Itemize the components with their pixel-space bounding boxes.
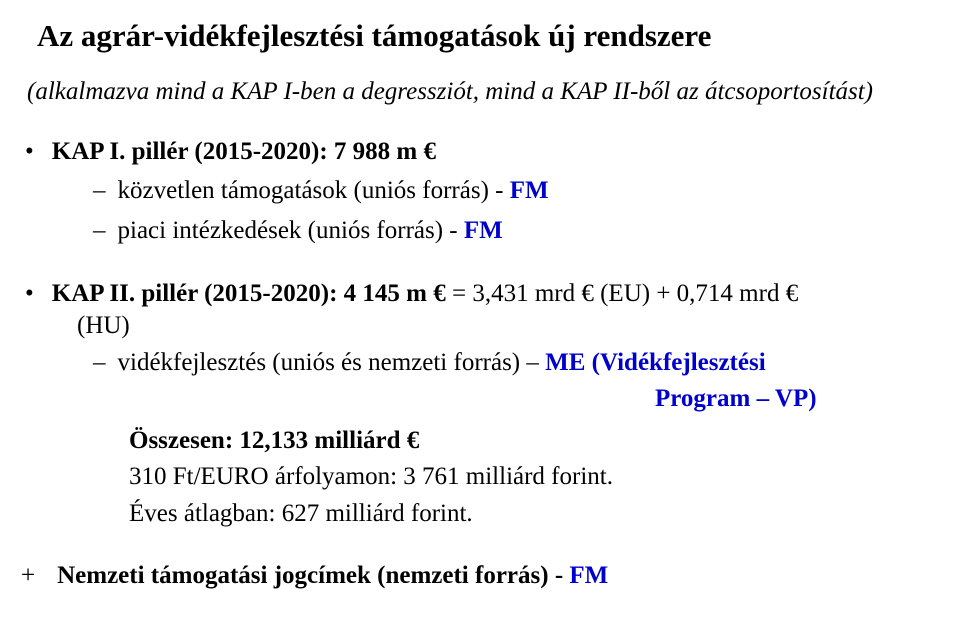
bullet-marker: • [25, 276, 34, 311]
bullet-row: • KAP II. pillér (2015-2020): 4 145 m € … [25, 276, 930, 311]
summary-line2: 310 Ft/EURO árfolyamon: 3 761 milliárd f… [129, 459, 930, 495]
sub-bullet-row: – piaci intézkedések (uniós forrás) - FM [93, 213, 930, 249]
sub-me-text: vidékfejlesztés (uniós és nemzeti forrás… [118, 349, 546, 376]
summary-line3: Éves átlagban: 627 milliárd forint. [129, 496, 930, 532]
program-vp: Program – VP) [655, 381, 930, 417]
sub2-text: piaci intézkedések (uniós forrás) - [118, 217, 464, 244]
sub1-fm: FM [510, 177, 549, 204]
kap-ii-label: KAP II. pillér (2015-2020): [52, 280, 338, 307]
sub-bullet-text: piaci intézkedések (uniós forrás) - FM [118, 213, 503, 249]
kap-ii-amount: 4 145 m € [337, 280, 452, 307]
bullet-marker: • [25, 134, 34, 169]
bullet-row: • KAP I. pillér (2015-2020): 7 988 m € [25, 134, 930, 169]
sub-bullet-row: – vidékfejlesztés (uniós és nemzeti forr… [93, 345, 930, 381]
sub1-text: közvetlen támogatások (uniós forrás) - [118, 177, 510, 204]
dash-marker: – [93, 173, 106, 209]
bullet-text: KAP I. pillér (2015-2020): 7 988 m € [52, 134, 436, 169]
sub-bullet-text: vidékfejlesztés (uniós és nemzeti forrás… [118, 345, 766, 381]
kap-i-amount: 7 988 m € [328, 138, 436, 165]
bullet-text: KAP II. pillér (2015-2020): 4 145 m € = … [52, 276, 798, 311]
kap-i-label: KAP I. pillér (2015-2020): [52, 138, 328, 165]
dash-marker: – [93, 345, 106, 381]
subtitle: (alkalmazva mind a KAP I-ben a degresszi… [27, 78, 930, 106]
plus-line: + Nemzeti támogatási jogcímek (nemzeti f… [21, 558, 930, 593]
plus-text: Nemzeti támogatási jogcímek (nemzeti for… [57, 558, 608, 593]
sub-bullet-row: – közvetlen támogatások (uniós forrás) -… [93, 173, 930, 209]
bullet-kap-ii: • KAP II. pillér (2015-2020): 4 145 m € … [45, 276, 930, 532]
kap-ii-detail: = 3,431 mrd € (EU) + 0,714 mrd € [452, 280, 798, 307]
bullet-kap-i: • KAP I. pillér (2015-2020): 7 988 m € –… [45, 134, 930, 250]
plus-text-main: Nemzeti támogatási jogcímek (nemzeti for… [57, 562, 569, 589]
sub2-fm: FM [464, 217, 503, 244]
page-title: Az agrár-vidékfejlesztési támogatások új… [37, 18, 930, 54]
plus-fm: FM [569, 562, 608, 589]
sub-me: ME (Vidékfejlesztési [545, 349, 766, 376]
dash-marker: – [93, 213, 106, 249]
hu-line: (HU) [77, 311, 930, 341]
summary-block: Összesen: 12,133 milliárd € 310 Ft/EURO … [129, 423, 930, 532]
sub-bullet-text: közvetlen támogatások (uniós forrás) - F… [118, 173, 549, 209]
summary-line1: Összesen: 12,133 milliárd € [129, 423, 930, 459]
plus-marker: + [21, 558, 35, 593]
